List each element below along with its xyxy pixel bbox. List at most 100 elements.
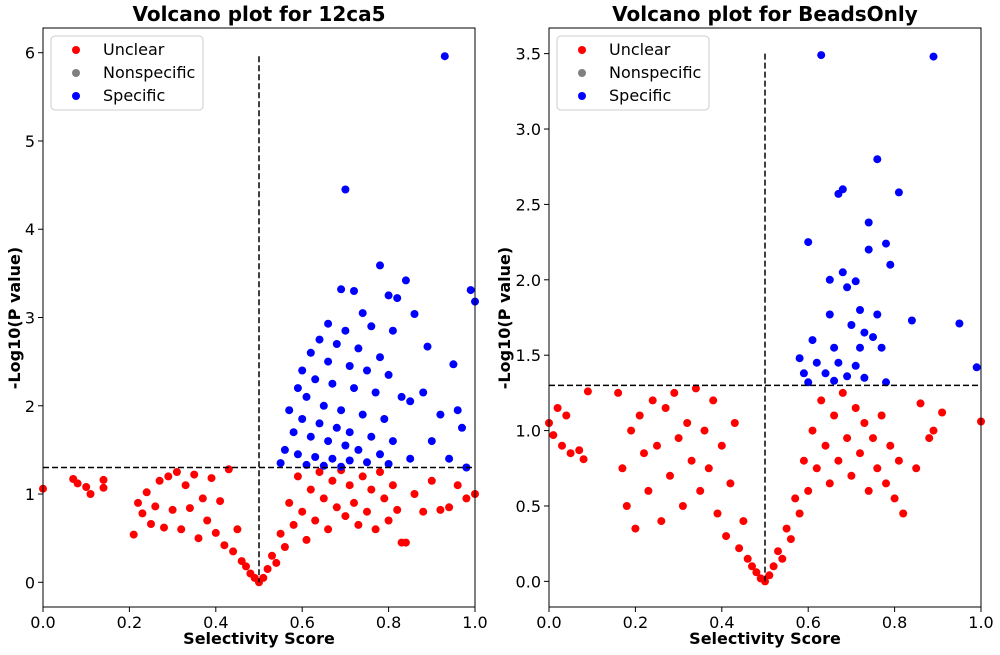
x-tick-label-5: 1.0 bbox=[462, 613, 487, 632]
legend: Unclear Nonspecific Specific bbox=[50, 35, 204, 111]
plot-frame bbox=[548, 27, 982, 608]
point-specific-4 bbox=[834, 189, 843, 198]
point-unclear-40 bbox=[272, 558, 281, 567]
point-unclear-25 bbox=[207, 474, 216, 483]
point-specific-26 bbox=[877, 343, 886, 352]
point-specific-29 bbox=[834, 358, 843, 367]
point-specific-15 bbox=[388, 326, 397, 335]
point-unclear-51 bbox=[319, 494, 328, 503]
point-unclear-33 bbox=[717, 441, 726, 450]
point-unclear-21 bbox=[666, 471, 674, 480]
y-ticks: 0.0 0.5 1.0 1.5 2.0 2.5 3.0 3.5 bbox=[516, 45, 549, 591]
point-unclear-9 bbox=[614, 388, 623, 397]
point-unclear-63 bbox=[371, 525, 380, 534]
y-tick-label-5: 5 bbox=[25, 132, 35, 151]
point-unclear-70 bbox=[401, 538, 410, 547]
point-specific-35 bbox=[860, 373, 869, 382]
point-unclear-41 bbox=[752, 568, 761, 577]
point-unclear-18 bbox=[653, 441, 661, 450]
point-unclear-75 bbox=[899, 509, 908, 518]
point-unclear-56 bbox=[341, 512, 350, 521]
point-unclear-5 bbox=[99, 475, 108, 484]
point-specific-8 bbox=[466, 286, 475, 295]
point-unclear-53 bbox=[804, 486, 813, 495]
point-specific-13 bbox=[341, 326, 350, 335]
legend: Unclear Nonspecific Specific bbox=[556, 35, 710, 111]
point-unclear-14 bbox=[160, 523, 168, 532]
point-specific-17 bbox=[332, 340, 341, 348]
point-specific-32 bbox=[397, 392, 406, 401]
point-specific-18 bbox=[354, 344, 363, 353]
point-specific-70 bbox=[445, 454, 454, 463]
point-unclear-59 bbox=[830, 411, 839, 420]
point-unclear-46 bbox=[774, 547, 782, 556]
point-specific-5 bbox=[894, 188, 903, 197]
point-unclear-61 bbox=[363, 507, 371, 516]
point-specific-12 bbox=[825, 275, 834, 284]
point-unclear-19 bbox=[657, 517, 666, 526]
point-unclear-48 bbox=[306, 485, 315, 494]
point-unclear-28 bbox=[696, 486, 705, 495]
point-specific-38 bbox=[380, 415, 389, 423]
point-unclear-19 bbox=[181, 481, 190, 490]
point-unclear-31 bbox=[233, 525, 242, 534]
point-specific-23 bbox=[808, 336, 817, 345]
point-unclear-66 bbox=[384, 516, 393, 525]
point-specific-58 bbox=[280, 445, 289, 454]
point-unclear-76 bbox=[912, 464, 921, 473]
point-unclear-73 bbox=[890, 494, 899, 503]
point-specific-14 bbox=[843, 283, 852, 292]
point-specific-2 bbox=[873, 155, 882, 164]
point-unclear-12 bbox=[627, 426, 636, 435]
point-specific-7 bbox=[804, 238, 813, 247]
point-unclear-47 bbox=[778, 554, 787, 563]
x-tick-label-2: 0.4 bbox=[203, 613, 228, 632]
y-tick-label-2: 1.0 bbox=[516, 422, 541, 441]
point-specific-7 bbox=[393, 294, 402, 303]
point-specific-69 bbox=[337, 462, 346, 471]
point-unclear-39 bbox=[268, 551, 276, 560]
point-unclear-50 bbox=[315, 468, 324, 476]
y-tick-label-6: 6 bbox=[25, 44, 35, 63]
point-unclear-68 bbox=[869, 434, 877, 443]
point-specific-36 bbox=[337, 406, 346, 415]
point-specific-54 bbox=[354, 445, 363, 454]
legend-entry-unclear: Unclear bbox=[103, 40, 165, 59]
point-specific-20 bbox=[423, 342, 432, 351]
point-unclear-45 bbox=[293, 472, 302, 481]
y-tick-label-5: 2.5 bbox=[516, 195, 541, 214]
point-specific-61 bbox=[328, 454, 337, 463]
point-unclear-60 bbox=[834, 456, 843, 465]
point-specific-65 bbox=[406, 454, 415, 463]
point-unclear-40 bbox=[748, 562, 756, 571]
point-specific-36 bbox=[882, 378, 890, 387]
point-unclear-49 bbox=[311, 516, 320, 525]
point-unclear-30 bbox=[704, 464, 713, 473]
point-specific-19 bbox=[955, 319, 964, 328]
y-tick-label-1: 1 bbox=[25, 485, 35, 504]
y-tick-label-4: 2.0 bbox=[516, 271, 541, 290]
point-unclear-39 bbox=[743, 554, 752, 563]
point-unclear-26 bbox=[211, 528, 220, 537]
point-specific-47 bbox=[388, 437, 397, 446]
point-specific-20 bbox=[847, 321, 856, 329]
point-unclear-7 bbox=[579, 455, 588, 464]
point-unclear-48 bbox=[782, 524, 791, 533]
point-unclear-9 bbox=[138, 509, 147, 518]
point-unclear-62 bbox=[843, 434, 852, 443]
data-layer bbox=[39, 52, 479, 587]
point-unclear-43 bbox=[285, 498, 294, 507]
point-unclear-71 bbox=[410, 490, 419, 498]
chart-title: Volcano plot for BeadsOnly bbox=[612, 2, 918, 26]
legend-entry-nonspecific: Nonspecific bbox=[103, 63, 195, 82]
point-specific-33 bbox=[821, 369, 830, 378]
point-specific-52 bbox=[324, 437, 333, 446]
point-specific-55 bbox=[376, 450, 384, 459]
point-unclear-5 bbox=[566, 449, 575, 458]
legend-entry-unclear: Unclear bbox=[609, 40, 671, 59]
point-unclear-57 bbox=[345, 481, 354, 490]
legend-marker-nonspecific bbox=[578, 69, 586, 77]
point-unclear-6 bbox=[575, 446, 584, 455]
point-unclear-42 bbox=[280, 543, 289, 551]
point-unclear-65 bbox=[380, 494, 389, 503]
